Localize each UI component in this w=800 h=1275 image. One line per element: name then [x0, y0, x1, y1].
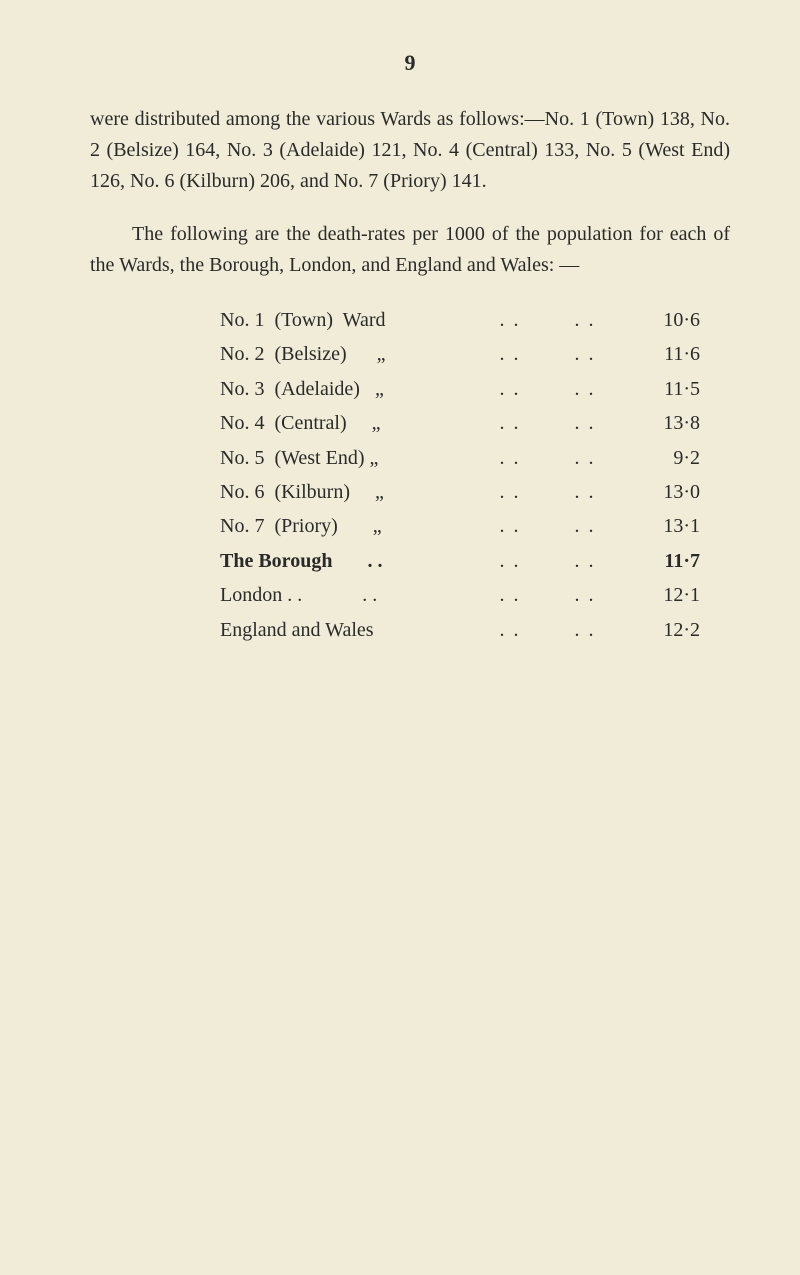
dots: . . [540, 544, 630, 578]
row-value: 11·5 [630, 372, 700, 406]
row-label: No. 4 (Central) „ [220, 406, 480, 440]
row-value: 12·1 [630, 578, 700, 612]
row-value: 12·2 [630, 613, 700, 647]
row-label: England and Wales [220, 613, 480, 647]
dots: . . [480, 406, 540, 440]
dots: . . [540, 303, 630, 337]
dots: . . [480, 544, 540, 578]
row-value: 11·6 [630, 337, 700, 371]
table-row: No. 2 (Belsize) „. .. .11·6 [220, 337, 730, 371]
row-value: 13·8 [630, 406, 700, 440]
row-label: The Borough . . [220, 544, 480, 578]
table-row: No. 6 (Kilburn) „. .. .13·0 [220, 475, 730, 509]
paragraph-2: The following are the death-rates per 10… [90, 219, 730, 281]
dots: . . [540, 372, 630, 406]
dots: . . [540, 406, 630, 440]
row-value: 10·6 [630, 303, 700, 337]
table-row: London . . . .. .. .12·1 [220, 578, 730, 612]
row-value: 13·1 [630, 509, 700, 543]
table-row: The Borough . .. .. .11·7 [220, 544, 730, 578]
dots: . . [540, 613, 630, 647]
row-value: 13·0 [630, 475, 700, 509]
dots: . . [480, 303, 540, 337]
table-row: No. 4 (Central) „. .. .13·8 [220, 406, 730, 440]
row-label: No. 2 (Belsize) „ [220, 337, 480, 371]
dots: . . [480, 613, 540, 647]
row-label: No. 5 (West End) „ [220, 441, 480, 475]
row-label: No. 3 (Adelaide) „ [220, 372, 480, 406]
dots: . . [540, 578, 630, 612]
table-row: England and Wales. .. .12·2 [220, 613, 730, 647]
dots: . . [480, 578, 540, 612]
dots: . . [540, 475, 630, 509]
table-row: No. 5 (West End) „. .. .9·2 [220, 441, 730, 475]
row-label: No. 7 (Priory) „ [220, 509, 480, 543]
row-label: No. 6 (Kilburn) „ [220, 475, 480, 509]
dots: . . [540, 441, 630, 475]
dots: . . [540, 509, 630, 543]
page-number: 9 [90, 50, 730, 76]
death-rate-table: No. 1 (Town) Ward. .. .10·6No. 2 (Belsiz… [220, 303, 730, 647]
table-row: No. 1 (Town) Ward. .. .10·6 [220, 303, 730, 337]
dots: . . [480, 441, 540, 475]
page-container: 9 were distributed among the various War… [0, 0, 800, 647]
dots: . . [480, 509, 540, 543]
row-value: 9·2 [630, 441, 700, 475]
table-row: No. 3 (Adelaide) „. .. .11·5 [220, 372, 730, 406]
dots: . . [480, 475, 540, 509]
dots: . . [480, 337, 540, 371]
paragraph-1: were distributed among the various Wards… [90, 104, 730, 197]
row-label: London . . . . [220, 578, 480, 612]
dots: . . [540, 337, 630, 371]
row-label: No. 1 (Town) Ward [220, 303, 480, 337]
row-value: 11·7 [630, 544, 700, 578]
dots: . . [480, 372, 540, 406]
table-row: No. 7 (Priory) „. .. .13·1 [220, 509, 730, 543]
